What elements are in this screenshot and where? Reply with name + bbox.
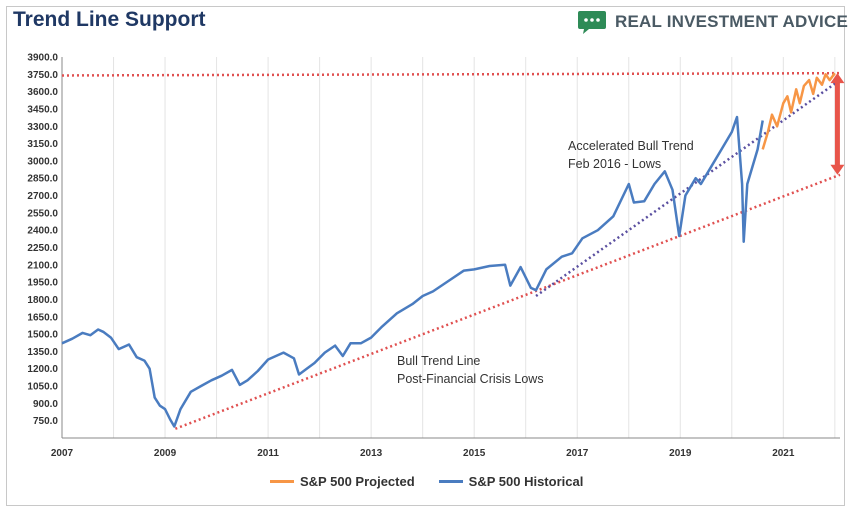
x-tick-label: 2009 xyxy=(154,448,177,459)
y-tick-label: 1500.0 xyxy=(27,330,58,341)
y-tick-label: 3300.0 xyxy=(27,122,58,133)
bull-trend-line xyxy=(174,173,841,430)
x-tick-label: 2007 xyxy=(51,448,74,459)
chart-frame xyxy=(6,6,845,506)
y-tick-label: 3450.0 xyxy=(27,104,58,115)
legend-item-projected: S&P 500 Projected xyxy=(270,474,415,489)
x-tick-label: 2021 xyxy=(772,448,795,459)
brand: REAL INVESTMENT ADVICE xyxy=(577,9,848,35)
x-tick-label: 2013 xyxy=(360,448,383,459)
legend-swatch-projected xyxy=(270,480,294,483)
series-projected-line xyxy=(761,72,836,150)
y-tick-label: 3150.0 xyxy=(27,139,58,150)
y-tick-label: 1350.0 xyxy=(27,347,58,358)
y-tick-label: 2400.0 xyxy=(27,226,58,237)
chart-legend: S&P 500 Projected S&P 500 Historical xyxy=(270,474,583,489)
y-tick-label: 750.0 xyxy=(33,416,58,427)
annotation-label: Accelerated Bull Trend xyxy=(568,139,694,153)
legend-label-historical: S&P 500 Historical xyxy=(468,474,584,489)
annotation-label: Bull Trend Line xyxy=(397,354,480,368)
gap-arrow-head-down xyxy=(830,164,845,175)
y-tick-label: 2100.0 xyxy=(27,260,58,271)
y-tick-label: 2850.0 xyxy=(27,174,58,185)
gap-arrow-head-up xyxy=(830,73,845,84)
y-tick-label: 900.0 xyxy=(33,399,58,410)
legend-item-historical: S&P 500 Historical xyxy=(438,474,584,489)
y-tick-label: 1050.0 xyxy=(27,382,58,393)
brand-name: REAL INVESTMENT ADVICE xyxy=(615,12,848,31)
y-tick-label: 3000.0 xyxy=(27,156,58,167)
y-tick-label: 2700.0 xyxy=(27,191,58,202)
y-tick-label: 1800.0 xyxy=(27,295,58,306)
annotation-label: Feb 2016 - Lows xyxy=(568,157,661,171)
y-tick-label: 3600.0 xyxy=(27,87,58,98)
y-tick-label: 3900.0 xyxy=(27,53,58,64)
x-tick-label: 2017 xyxy=(566,448,589,459)
resistance-line xyxy=(61,71,841,77)
chat-bubble-icon xyxy=(578,11,606,34)
legend-label-projected: S&P 500 Projected xyxy=(300,474,415,489)
y-tick-label: 1650.0 xyxy=(27,312,58,323)
y-tick-label: 1200.0 xyxy=(27,364,58,375)
page-title: Trend Line Support xyxy=(13,8,206,31)
x-tick-label: 2019 xyxy=(669,448,692,459)
y-tick-label: 1950.0 xyxy=(27,278,58,289)
x-tick-label: 2011 xyxy=(257,448,279,459)
legend-swatch-historical xyxy=(438,480,463,483)
y-tick-label: 2550.0 xyxy=(27,208,58,219)
accelerated-bull-trend xyxy=(535,79,841,298)
series-historical-line xyxy=(61,115,764,428)
y-tick-label: 3750.0 xyxy=(27,70,58,81)
y-tick-label: 2250.0 xyxy=(27,243,58,254)
annotation-label: Post-Financial Crisis Lows xyxy=(397,372,544,386)
x-tick-label: 2015 xyxy=(463,448,486,459)
